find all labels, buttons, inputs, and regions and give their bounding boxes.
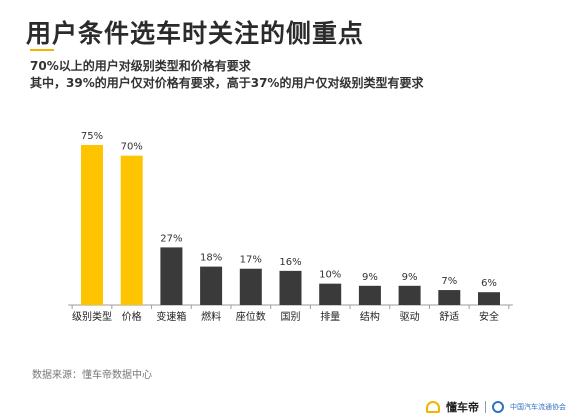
data-label-1: 75% bbox=[81, 131, 103, 142]
category-label-10: 舒适 bbox=[439, 310, 459, 323]
data-label-4: 18% bbox=[200, 253, 222, 264]
category-label-6: 国别 bbox=[281, 311, 301, 323]
category-label-11: 安全 bbox=[479, 310, 499, 323]
data-source-note: 数据来源：懂车帝数据中心 bbox=[32, 370, 152, 381]
data-label-7: 10% bbox=[319, 270, 341, 281]
bar-5 bbox=[239, 268, 262, 305]
bar-3 bbox=[160, 247, 183, 305]
data-label-9: 9% bbox=[402, 272, 418, 283]
data-label-8: 9% bbox=[362, 272, 378, 283]
category-label-1: 级别类型 bbox=[72, 310, 112, 323]
title-accent-line bbox=[30, 49, 54, 51]
category-label-3: 变速箱 bbox=[156, 310, 186, 323]
category-label-8: 结构 bbox=[360, 310, 380, 323]
data-label-2: 70% bbox=[121, 142, 143, 153]
page-title: 用户条件选车时关注的侧重点 bbox=[26, 19, 365, 48]
bar-6 bbox=[279, 270, 302, 305]
subtitle-line-2: 其中，39%的用户仅对价格有要求，高于37%的用户仅对级别类型有要求 bbox=[30, 76, 424, 90]
data-label-10: 7% bbox=[441, 276, 457, 287]
data-label-11: 6% bbox=[481, 278, 497, 289]
category-label-9: 驱动 bbox=[400, 311, 420, 323]
subtitle-line-1: 70%以上的用户对级别类型和价格有要求 bbox=[30, 59, 251, 73]
bar-8 bbox=[358, 285, 381, 305]
bar-1 bbox=[81, 145, 103, 305]
category-label-2: 价格 bbox=[122, 310, 142, 323]
category-label-7: 排量 bbox=[320, 310, 340, 323]
data-label-5: 17% bbox=[240, 255, 262, 266]
bar-4 bbox=[200, 266, 223, 305]
bar-9 bbox=[398, 285, 421, 305]
brand-logo-icon bbox=[426, 401, 440, 413]
association-name: 中国汽车流通协会 bbox=[510, 403, 566, 411]
bar-10 bbox=[438, 290, 461, 305]
association-logo-icon bbox=[492, 401, 504, 413]
bar-7 bbox=[319, 283, 342, 305]
data-label-6: 16% bbox=[279, 257, 301, 268]
bar-2 bbox=[120, 155, 143, 305]
brand-name: 懂车帝 bbox=[446, 401, 479, 414]
bar-11 bbox=[478, 292, 500, 305]
category-label-4: 燃料 bbox=[201, 310, 221, 323]
category-label-5: 座位数 bbox=[236, 310, 266, 323]
footer-divider bbox=[485, 401, 486, 413]
footer-logos: 懂车帝 中国汽车流通协会 bbox=[426, 399, 566, 415]
data-label-3: 27% bbox=[160, 233, 182, 244]
